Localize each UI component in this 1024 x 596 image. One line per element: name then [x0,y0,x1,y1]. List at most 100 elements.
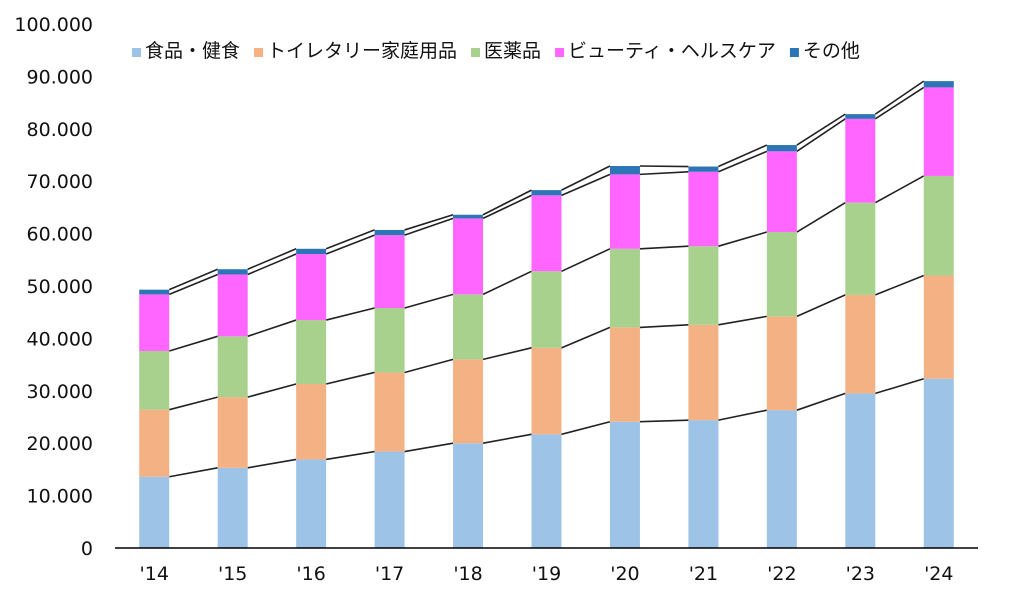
bar-segment [531,434,562,548]
bar-segment [453,443,484,548]
series-line [639,323,689,329]
series-line [796,118,846,152]
bar-segment [217,397,248,468]
series-line [247,319,297,338]
bar-segment [296,320,327,384]
series-line [718,315,768,326]
series-line [482,347,532,361]
series-line [718,231,768,247]
bar-segment [688,324,719,421]
series-line [718,150,768,173]
series-line [718,409,768,421]
bar-segment [845,294,876,394]
bar-segment [217,269,248,275]
bars [139,81,954,548]
series-line [639,165,689,168]
x-tick-label: '16 [296,563,325,585]
series-line [561,173,611,197]
bar-segment [766,145,797,152]
legend-swatch [555,48,565,57]
x-tick-label: '23 [846,563,875,585]
bar-segment [374,451,405,548]
legend-swatch [132,48,141,57]
bar-segment [453,359,484,444]
x-tick-label: '17 [375,563,404,585]
series-line [796,392,846,411]
series-line [874,175,925,204]
bar-segment [766,410,797,548]
series-line [404,293,454,309]
bar-segment [845,114,876,119]
series-line [326,450,375,461]
y-tick-label: 50.000 [27,276,93,298]
bar-segment [609,174,640,249]
x-axis-ticks: '14 '15 '16 '17 '18 '19 '20 '21 '22 '23 '24 [140,563,954,585]
series-line [325,371,375,385]
x-tick-label: '14 [140,563,169,585]
x-tick-label: '20 [610,563,639,585]
series-line [169,396,218,411]
bar-segment [374,235,405,309]
bar-segment [374,308,405,373]
bar-segment [923,275,954,379]
series-line [482,270,532,296]
series-line [247,248,297,270]
legend-label: 食品・健食 [145,40,240,62]
series-line [247,253,297,276]
bar-segment [296,254,327,321]
series-line [875,274,925,296]
bar-segment [139,289,170,295]
series-line [482,433,532,444]
bar-segment [296,248,327,255]
series-line [482,194,532,220]
bar-segment [609,421,640,548]
bar-segment [296,383,327,460]
y-tick-label: 90.000 [27,66,93,88]
series-line [169,467,218,478]
bar-segment [688,166,719,172]
series-line [404,358,454,374]
bar-segment [845,393,876,548]
series-line [875,377,925,395]
bar-segment [609,166,640,175]
x-tick-label: '24 [924,563,953,585]
bar-segment [609,327,640,422]
y-tick-label: 30.000 [27,381,93,403]
bar-segment [845,202,876,295]
bar-segment [923,378,954,548]
bar-segment [217,467,248,548]
bar-segment [217,274,248,337]
series-line [168,273,218,296]
bar-segment [139,476,170,548]
bar-segment [923,87,954,176]
bar-segment [374,372,405,452]
y-tick-label: 20.000 [27,433,93,455]
bar-segment [766,316,797,411]
y-tick-label: 40.000 [27,328,93,350]
x-tick-label: '15 [218,563,247,585]
bar-segment [923,175,954,276]
series-line [404,217,454,236]
x-tick-label: '19 [532,563,561,585]
series-line [796,201,846,233]
series-line [796,294,846,318]
x-tick-label: '21 [689,563,718,585]
y-tick-label: 70.000 [27,171,93,193]
legend-label: トイレタリー家庭用品 [267,40,457,62]
legend-label: ビューティ・ヘルスケア [568,40,776,62]
bar-segment [531,190,562,196]
bar-segment [453,214,484,219]
series-line [482,189,532,216]
bar-segment [688,171,719,247]
series-line [639,245,689,250]
series-line [247,383,297,398]
y-axis-ticks: 0 10.000 20.000 30.000 40.000 50.000 60.000 70.… [14,14,93,560]
series-line [639,419,689,423]
x-tick-label: '18 [453,563,482,585]
series-line [168,335,218,352]
y-tick-label: 60.000 [27,224,93,246]
series-line [561,420,611,436]
bar-segment [139,350,170,410]
bar-segment [845,118,876,203]
